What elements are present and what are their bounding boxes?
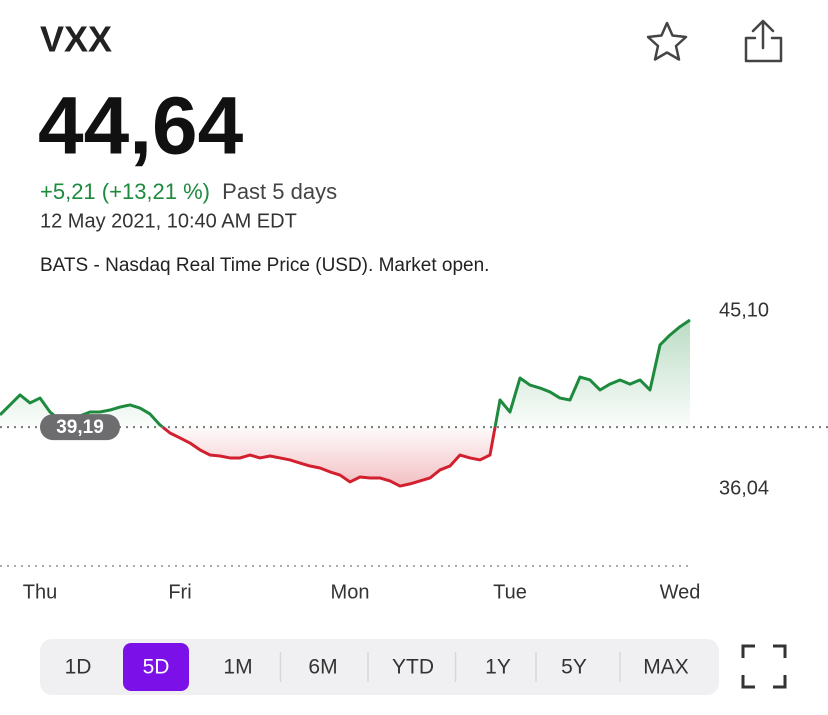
range-selected (123, 643, 189, 691)
price: 44,64 (38, 81, 244, 172)
range-option[interactable]: 1M (223, 656, 252, 679)
chart: 39,19 45,10 36,04 Thu Fri Mon Tue Wed (0, 299, 828, 603)
range-option[interactable]: 5Y (561, 656, 587, 679)
x-tick-label: Tue (493, 581, 527, 603)
symbol: VXX (40, 19, 112, 60)
change: +5,21 (+13,21 %) (40, 179, 210, 204)
timestamp: 12 May 2021, 10:40 AM EDT (40, 210, 297, 232)
period: Past 5 days (222, 179, 337, 204)
fullscreen-icon[interactable] (741, 644, 787, 689)
y-tick-label: 36,04 (719, 477, 769, 499)
range-option[interactable]: YTD (392, 656, 434, 679)
price-line (0, 318, 691, 488)
range-option[interactable]: 1D (65, 656, 92, 679)
star-icon[interactable] (646, 21, 688, 61)
range-selector: 1D 5D 1M 6M YTD 1Y 5Y MAX (65, 643, 689, 691)
area (0, 320, 690, 487)
change-line: +5,21 (+13,21 %) Past 5 days (40, 179, 337, 204)
range-option[interactable]: 6M (308, 656, 337, 679)
range-option[interactable]: 5D (143, 656, 170, 679)
x-tick-label: Fri (168, 581, 191, 603)
range-option[interactable]: MAX (643, 656, 689, 679)
x-tick-label: Wed (660, 581, 701, 603)
x-tick-label: Thu (23, 581, 57, 603)
range-option[interactable]: 1Y (485, 656, 511, 679)
y-tick-label: 45,10 (719, 299, 769, 321)
x-tick-label: Mon (331, 581, 370, 603)
baseline-pill (40, 414, 120, 441)
share-icon[interactable] (744, 19, 783, 63)
source: BATS - Nasdaq Real Time Price (USD). Mar… (40, 255, 489, 276)
baseline-label: 39,19 (56, 417, 104, 438)
range-bar (40, 639, 719, 695)
